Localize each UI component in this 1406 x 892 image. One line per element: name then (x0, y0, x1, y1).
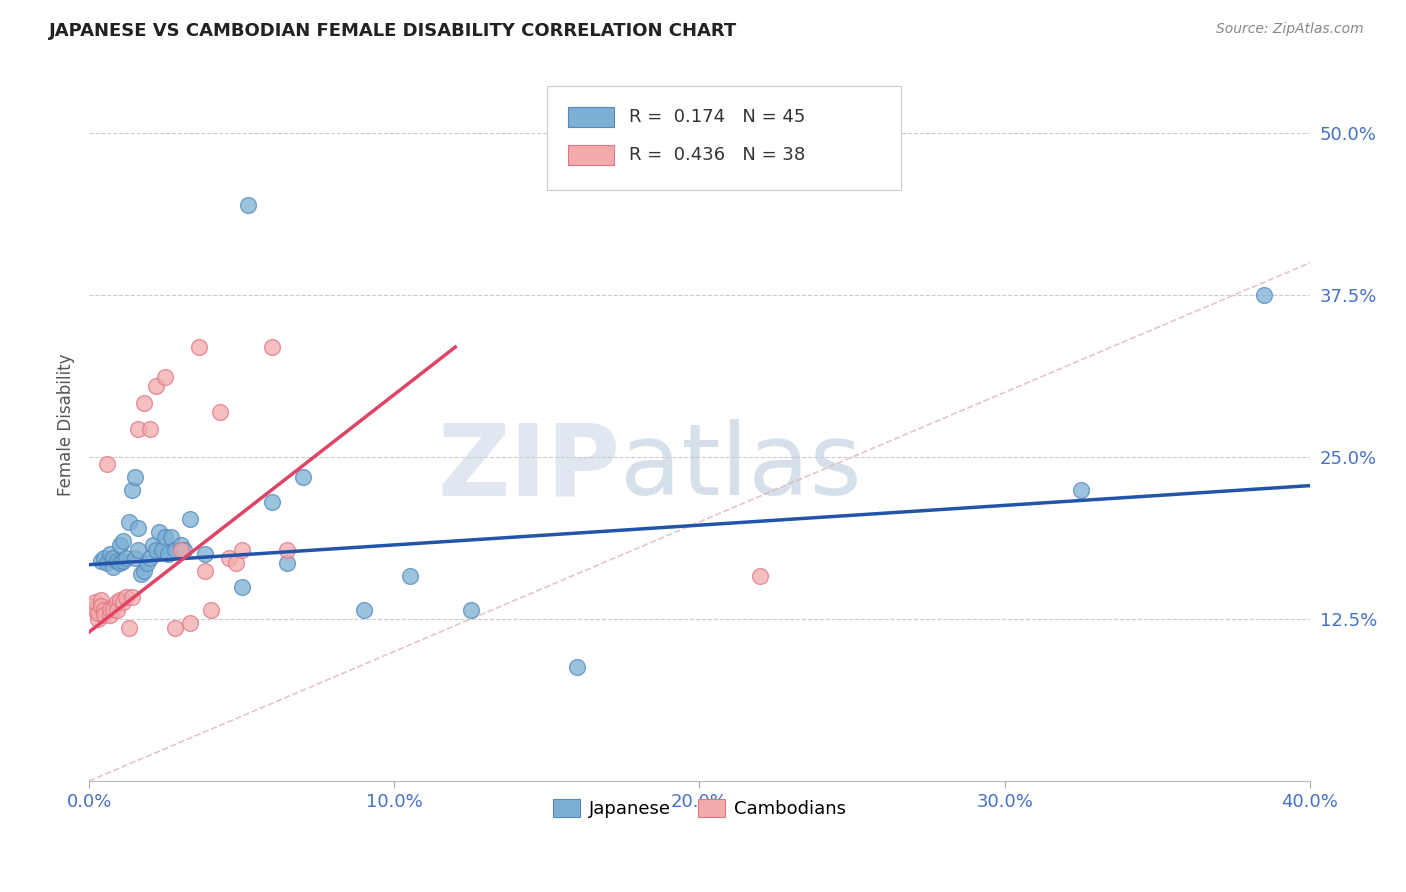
Point (105, 554, 128, 568)
Point (124, 469, 146, 483)
Point (118, 515, 141, 529)
Point (231, 543, 253, 558)
Text: atlas: atlas (620, 419, 862, 516)
Point (108, 538, 131, 552)
Point (121, 483, 143, 497)
Point (96, 457, 118, 471)
Text: JAPANESE VS CAMBODIAN FEMALE DISABILITY CORRELATION CHART: JAPANESE VS CAMBODIAN FEMALE DISABILITY … (49, 22, 738, 40)
Point (148, 525, 170, 540)
Point (100, 547, 122, 561)
Point (93, 608, 115, 623)
Point (1253, 288, 1275, 302)
Point (160, 531, 183, 545)
Point (132, 395, 155, 409)
Point (276, 557, 298, 571)
Point (155, 369, 177, 384)
Text: R =  0.174   N = 45: R = 0.174 N = 45 (628, 108, 806, 126)
Point (93, 551, 115, 566)
Point (127, 422, 149, 436)
Legend: Japanese, Cambodians: Japanese, Cambodians (546, 791, 853, 825)
Point (90, 554, 112, 568)
Point (157, 547, 180, 561)
Point (353, 603, 375, 617)
Point (84, 595, 107, 609)
Point (111, 534, 134, 549)
Point (87, 612, 110, 626)
Point (124, 551, 146, 566)
Point (194, 547, 217, 561)
Point (93, 603, 115, 617)
Point (100, 601, 122, 615)
Point (200, 603, 222, 617)
Point (398, 569, 420, 583)
Point (179, 615, 201, 630)
Point (108, 557, 131, 571)
Text: R =  0.436   N = 38: R = 0.436 N = 38 (628, 146, 804, 164)
Point (87, 606, 110, 620)
Text: Source: ZipAtlas.com: Source: ZipAtlas.com (1216, 22, 1364, 37)
Point (114, 590, 136, 604)
Point (163, 543, 186, 558)
Point (114, 551, 136, 566)
Point (209, 405, 232, 419)
Bar (568, 145, 614, 165)
Point (262, 495, 284, 509)
Bar (568, 107, 614, 127)
Point (103, 601, 125, 615)
Point (111, 554, 134, 568)
Point (132, 564, 155, 578)
Point (218, 551, 240, 566)
Point (121, 590, 143, 604)
Point (105, 603, 128, 617)
Point (225, 557, 247, 571)
Point (103, 560, 125, 574)
Point (231, 580, 253, 594)
Point (84, 603, 107, 617)
Point (460, 603, 482, 617)
Point (90, 599, 112, 614)
Point (262, 340, 284, 354)
Point (155, 531, 177, 545)
Point (96, 557, 118, 571)
Point (169, 543, 191, 558)
Point (105, 595, 128, 609)
Point (187, 340, 209, 354)
FancyBboxPatch shape (547, 87, 901, 190)
Point (163, 621, 186, 635)
Point (100, 608, 122, 623)
Point (82, 599, 104, 614)
Point (236, 197, 259, 211)
Point (173, 543, 195, 558)
Text: ZIP: ZIP (437, 419, 620, 516)
Point (567, 660, 589, 674)
Point (111, 595, 134, 609)
Y-axis label: Female Disability: Female Disability (58, 353, 75, 496)
Point (291, 469, 314, 483)
Point (103, 551, 125, 566)
Point (139, 422, 162, 436)
Point (1070, 483, 1092, 497)
Point (139, 551, 162, 566)
Point (145, 543, 167, 558)
Point (194, 564, 217, 578)
Point (749, 569, 772, 583)
Point (276, 543, 298, 558)
Point (127, 521, 149, 535)
Point (118, 621, 141, 635)
Point (179, 512, 201, 526)
Point (129, 566, 152, 581)
Point (145, 379, 167, 393)
Point (127, 543, 149, 558)
Point (90, 592, 112, 607)
Point (108, 592, 131, 607)
Point (169, 538, 191, 552)
Point (142, 538, 165, 552)
Point (136, 557, 159, 571)
Point (150, 543, 173, 558)
